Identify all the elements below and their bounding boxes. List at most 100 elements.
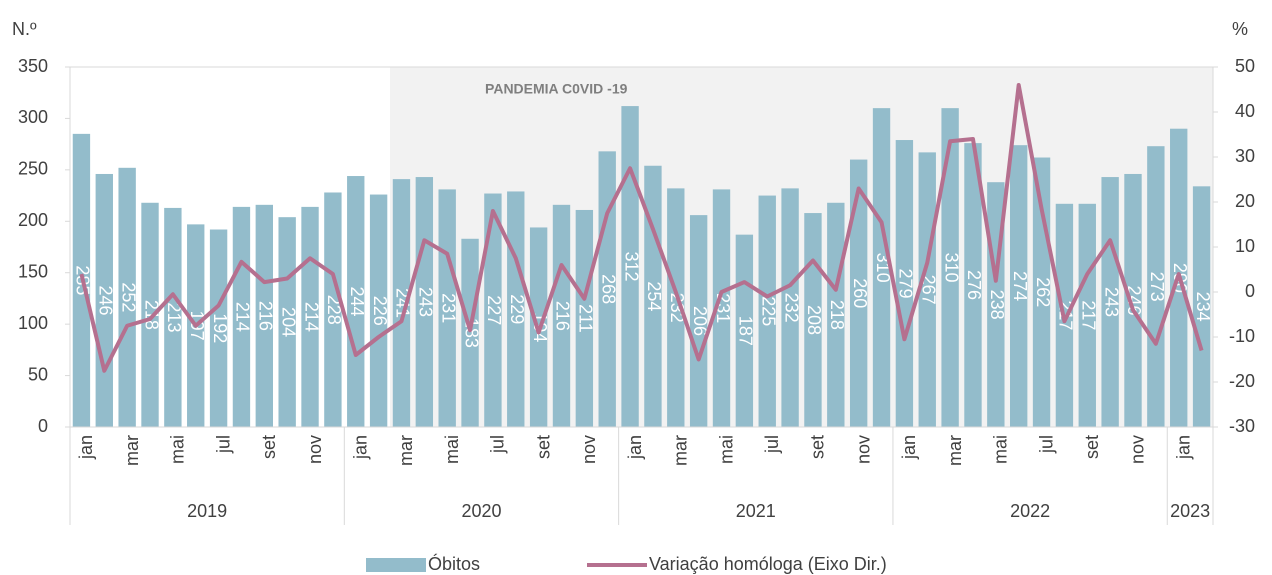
x-tick-label: jan [625, 435, 645, 460]
bar [209, 229, 228, 427]
bar [232, 206, 251, 427]
data-label: 183 [461, 318, 481, 348]
data-label: 216 [256, 301, 276, 331]
data-label: 208 [804, 305, 824, 335]
y2-tick-label: 0 [1245, 281, 1255, 301]
bar [255, 204, 273, 427]
y-tick-label: 250 [18, 159, 48, 179]
bar [598, 151, 616, 428]
x-tick-label: set [259, 435, 279, 459]
data-label: 260 [850, 278, 870, 308]
bar [1101, 177, 1119, 427]
bar [941, 108, 959, 428]
y-tick-label: 350 [18, 56, 48, 76]
bar [689, 215, 708, 427]
data-label: 262 [1033, 277, 1053, 307]
data-label: 216 [553, 301, 573, 331]
y2-axis-label: % [1232, 19, 1248, 39]
bar [827, 202, 845, 427]
y-tick-label: 300 [18, 107, 48, 127]
data-label: 243 [416, 287, 436, 317]
x-tick-label: mar [396, 435, 416, 466]
data-label: 218 [827, 300, 847, 330]
year-label: 2021 [736, 501, 776, 521]
data-label: 243 [1101, 287, 1121, 317]
x-tick-label: mai [442, 435, 462, 464]
data-label: 310 [941, 253, 961, 283]
bar [575, 209, 594, 427]
data-label: 244 [347, 286, 367, 316]
legend-label: Óbitos [428, 553, 480, 574]
data-label: 268 [598, 274, 618, 304]
x-tick-label: nov [579, 435, 599, 464]
x-tick-label: jan [351, 435, 371, 460]
x-tick-label: jan [1173, 435, 1193, 460]
data-label: 227 [484, 295, 504, 325]
data-label: 273 [1147, 272, 1167, 302]
x-tick-label: nov [305, 435, 325, 464]
x-tick-label: jan [76, 435, 96, 460]
year-label: 2023 [1170, 501, 1210, 521]
data-label: 214 [301, 302, 321, 332]
bar [918, 152, 936, 427]
x-tick-label: set [1082, 435, 1102, 459]
year-label: 2019 [187, 501, 227, 521]
x-tick-label: mar [945, 435, 965, 466]
legend-label: Variação homóloga (Eixo Dir.) [649, 554, 887, 574]
pandemic-shade [390, 67, 1213, 427]
data-label: 204 [278, 307, 298, 337]
data-label: 229 [507, 294, 527, 324]
bar [1010, 145, 1028, 427]
y-axis-label: N.º [12, 19, 37, 39]
data-label: 274 [1010, 271, 1030, 301]
x-tick-label: set [533, 435, 553, 459]
bar [552, 204, 571, 427]
legend-swatch [366, 558, 426, 572]
bar [278, 217, 296, 427]
x-tick-label: jul [1036, 435, 1056, 454]
bar [392, 179, 411, 427]
data-label: 187 [736, 316, 756, 346]
bar [758, 195, 776, 427]
data-label: 238 [987, 290, 1007, 320]
x-tick-label: set [808, 435, 828, 459]
data-label: 276 [964, 270, 984, 300]
bar [895, 140, 914, 427]
bar [1192, 186, 1211, 427]
bar [118, 167, 136, 428]
data-label: 254 [644, 281, 664, 311]
y2-tick-label: 50 [1235, 56, 1255, 76]
bar [141, 202, 159, 427]
bar [1147, 146, 1165, 427]
x-tick-label: mai [168, 435, 188, 464]
data-label: 312 [621, 252, 641, 282]
x-tick-label: mai [991, 435, 1011, 464]
bar [415, 177, 434, 427]
line [79, 83, 1204, 373]
y2-tick-label: 30 [1235, 146, 1255, 166]
y2-tick-label: 10 [1235, 236, 1255, 256]
x-tick-label: jul [762, 435, 782, 454]
bar [1078, 203, 1096, 427]
bar [781, 188, 799, 427]
bar [347, 176, 365, 427]
data-label: 234 [1193, 292, 1213, 322]
bar [964, 143, 982, 427]
y-tick-label: 50 [28, 364, 48, 384]
bar [621, 106, 639, 427]
data-label: 192 [210, 313, 230, 343]
y-tick-label: 0 [38, 416, 48, 436]
data-label: 225 [758, 296, 778, 326]
bar [438, 189, 456, 427]
data-label: 206 [690, 306, 710, 336]
x-tick-label: jul [488, 435, 508, 454]
x-tick-label: jul [213, 435, 233, 454]
x-tick-label: mar [671, 435, 691, 466]
data-label: 279 [896, 268, 916, 298]
x-tick-label: mai [716, 435, 736, 464]
data-label: 226 [370, 296, 390, 326]
bar [712, 189, 731, 427]
y2-tick-label: 20 [1235, 191, 1255, 211]
bar [164, 207, 182, 427]
x-tick-label: mar [122, 435, 142, 466]
